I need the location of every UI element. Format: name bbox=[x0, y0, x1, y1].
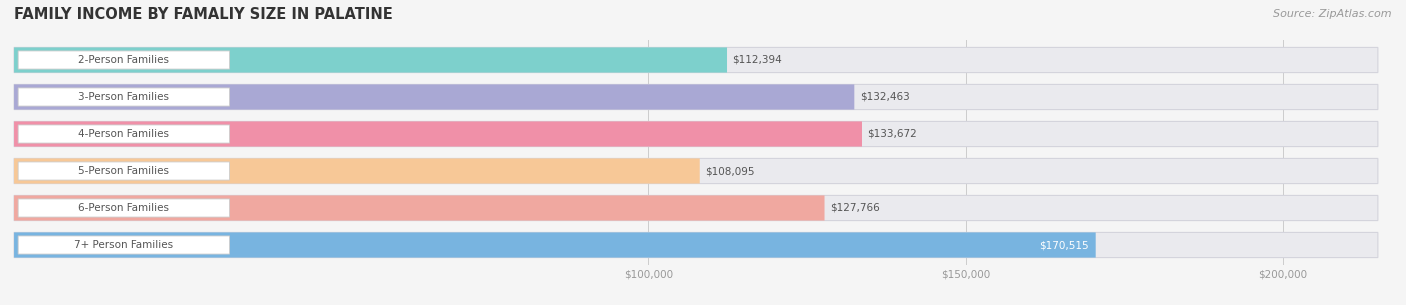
FancyBboxPatch shape bbox=[18, 162, 229, 180]
FancyBboxPatch shape bbox=[14, 232, 1378, 258]
Text: 7+ Person Families: 7+ Person Families bbox=[75, 240, 173, 250]
Text: 4-Person Families: 4-Person Families bbox=[79, 129, 169, 139]
Text: 2-Person Families: 2-Person Families bbox=[79, 55, 169, 65]
Text: $132,463: $132,463 bbox=[860, 92, 910, 102]
FancyBboxPatch shape bbox=[14, 121, 862, 147]
FancyBboxPatch shape bbox=[18, 236, 229, 254]
FancyBboxPatch shape bbox=[14, 196, 1378, 221]
FancyBboxPatch shape bbox=[18, 125, 229, 143]
Text: FAMILY INCOME BY FAMALIY SIZE IN PALATINE: FAMILY INCOME BY FAMALIY SIZE IN PALATIN… bbox=[14, 7, 392, 22]
Text: $108,095: $108,095 bbox=[706, 166, 755, 176]
FancyBboxPatch shape bbox=[14, 121, 1378, 147]
FancyBboxPatch shape bbox=[14, 158, 1378, 184]
FancyBboxPatch shape bbox=[14, 47, 727, 73]
Text: 3-Person Families: 3-Person Families bbox=[79, 92, 169, 102]
FancyBboxPatch shape bbox=[14, 84, 855, 109]
FancyBboxPatch shape bbox=[18, 51, 229, 69]
Text: 6-Person Families: 6-Person Families bbox=[79, 203, 169, 213]
FancyBboxPatch shape bbox=[18, 88, 229, 106]
Text: $133,672: $133,672 bbox=[868, 129, 917, 139]
Text: $170,515: $170,515 bbox=[1039, 240, 1088, 250]
FancyBboxPatch shape bbox=[18, 199, 229, 217]
FancyBboxPatch shape bbox=[14, 84, 1378, 109]
FancyBboxPatch shape bbox=[14, 158, 700, 184]
FancyBboxPatch shape bbox=[14, 196, 824, 221]
Text: $112,394: $112,394 bbox=[733, 55, 782, 65]
Text: Source: ZipAtlas.com: Source: ZipAtlas.com bbox=[1274, 9, 1392, 19]
FancyBboxPatch shape bbox=[14, 232, 1095, 258]
Text: 5-Person Families: 5-Person Families bbox=[79, 166, 169, 176]
FancyBboxPatch shape bbox=[14, 47, 1378, 73]
Text: $127,766: $127,766 bbox=[830, 203, 880, 213]
